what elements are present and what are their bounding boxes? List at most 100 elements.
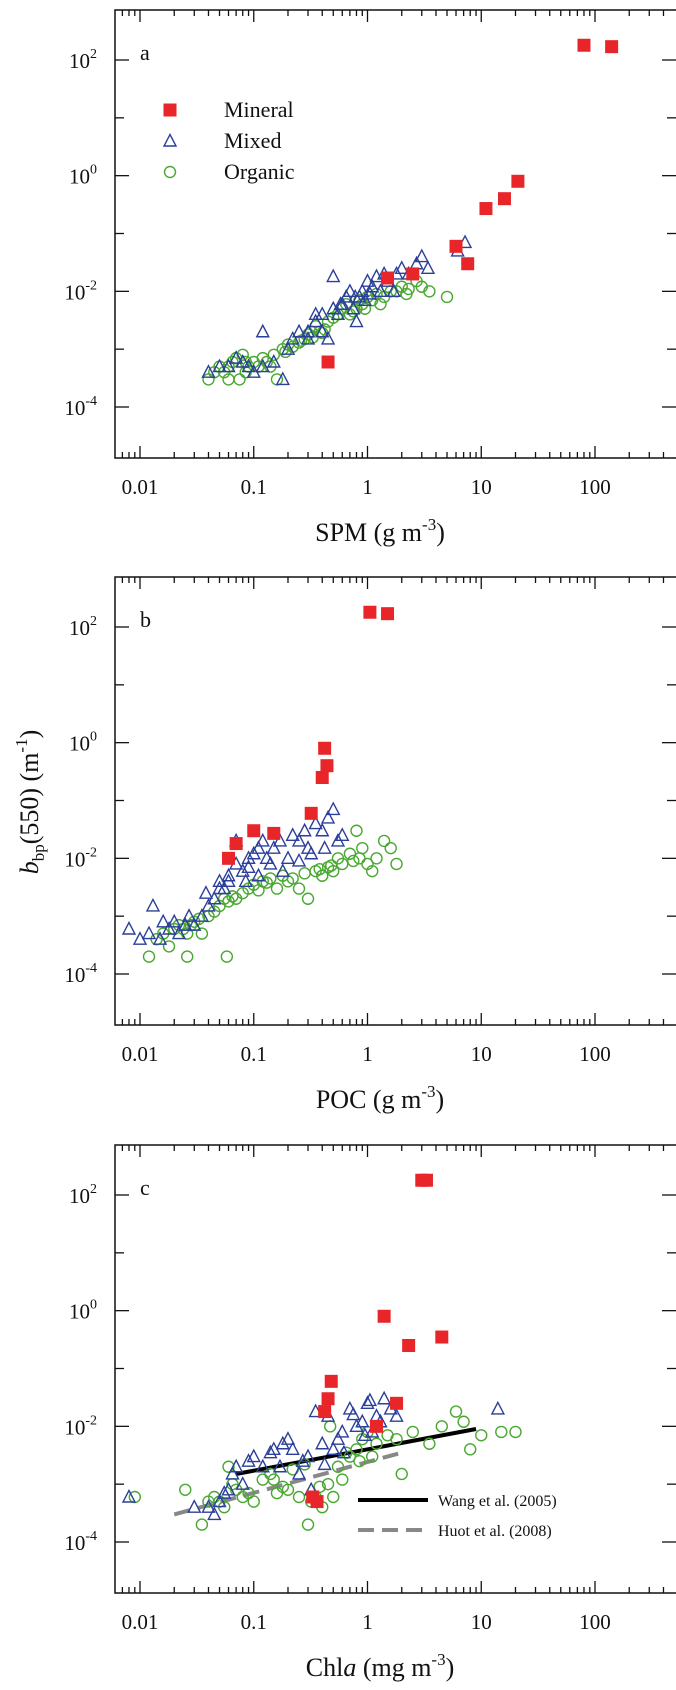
data-point-mineral <box>377 1309 391 1323</box>
data-point-mixed <box>362 285 378 300</box>
data-point-mixed <box>141 925 157 940</box>
data-point-organic <box>353 1454 366 1468</box>
legend-label: Organic <box>224 159 295 184</box>
plot-area <box>201 38 619 386</box>
data-point-mixed <box>315 1435 330 1450</box>
data-point-mixed <box>317 1456 332 1471</box>
data-point-mineral <box>511 174 525 188</box>
y-tick-base: 10 <box>64 963 85 987</box>
data-point-mixed <box>326 268 341 283</box>
data-point-mixed <box>255 358 270 373</box>
data-point-mixed <box>346 300 361 315</box>
data-point-mixed <box>349 313 364 328</box>
data-point-mixed <box>373 283 388 298</box>
data-point-mineral <box>381 607 395 621</box>
data-point-mixed <box>275 371 290 386</box>
data-point-organic <box>252 884 265 897</box>
data-point-mixed <box>297 822 312 837</box>
data-point-mixed <box>212 1493 227 1508</box>
y-tick-label: 10-2 <box>64 1413 97 1439</box>
regression-line <box>235 1427 477 1476</box>
data-point-mixed <box>207 1506 222 1521</box>
data-point-organic <box>509 1425 522 1439</box>
data-point-mineral <box>381 271 395 285</box>
data-point-organic <box>324 1420 337 1433</box>
data-point-organic <box>366 864 379 878</box>
data-point-mixed <box>145 897 161 912</box>
data-point-mixed <box>394 260 409 275</box>
y-tick-base: 10 <box>64 280 85 304</box>
data-point-mixed <box>228 350 244 364</box>
y-tick-label: 10-4 <box>64 1529 97 1555</box>
data-point-organic <box>356 841 369 855</box>
y-tick-base: 10 <box>69 1300 90 1324</box>
data-point-organic <box>229 892 243 905</box>
x-title-part: Chl <box>306 1653 344 1682</box>
x-tick-label: 0.1 <box>241 1610 267 1634</box>
data-point-mineral <box>363 605 377 619</box>
data-point-mixed <box>221 358 236 373</box>
data-point-organic <box>350 824 363 837</box>
data-point-organic <box>267 348 280 361</box>
data-point-mixed <box>320 330 336 345</box>
data-point-mixed <box>167 913 182 928</box>
data-point-organic <box>327 1490 340 1504</box>
data-point-mixed <box>212 358 227 373</box>
data-point-organic <box>286 872 299 885</box>
y-title-part: (550) (m <box>15 753 44 845</box>
x-title-close: ) <box>446 1653 455 1682</box>
data-point-organic <box>353 852 366 865</box>
legend-marker-mixed <box>162 132 178 147</box>
data-point-organic <box>384 841 397 855</box>
data-point-mixed <box>339 288 354 303</box>
data-point-organic <box>347 854 360 868</box>
data-point-mixed <box>235 863 250 877</box>
data-point-organic <box>301 892 315 905</box>
data-point-mixed <box>217 1485 232 1499</box>
y-title-superscript: -1 <box>12 738 31 752</box>
data-point-mixed <box>285 827 300 842</box>
y-tick-label: 10-2 <box>64 845 97 871</box>
data-point-mixed <box>291 832 307 847</box>
data-point-organic <box>281 1483 295 1496</box>
data-point-mixed <box>152 931 168 945</box>
legend-label: Wang et al. (2005) <box>438 1493 557 1510</box>
regression-line <box>173 1450 403 1517</box>
y-tick-exponent: 0 <box>90 1298 97 1313</box>
data-point-mixed <box>335 1423 350 1438</box>
plot-area <box>121 1173 522 1531</box>
data-point-mixed <box>360 1395 375 1410</box>
y-tick-label: 100 <box>69 730 97 756</box>
y-axis-title: bbp(550) (m-1) <box>12 730 48 875</box>
data-point-organic <box>220 950 234 963</box>
data-point-mixed <box>161 920 177 935</box>
x-tick-label: 0.01 <box>122 475 159 499</box>
data-point-mineral <box>370 1419 384 1433</box>
x-tick-label: 100 <box>579 1042 611 1066</box>
data-point-mixed <box>300 323 316 338</box>
data-point-mixed <box>225 1465 240 1480</box>
data-point-mixed <box>235 1476 250 1490</box>
data-point-mixed <box>333 296 348 310</box>
data-point-mixed <box>308 306 323 321</box>
data-point-organic <box>294 334 308 347</box>
data-point-mixed <box>156 913 171 928</box>
y-tick-base: 10 <box>69 732 90 756</box>
x-tick-label: 10 <box>471 475 492 499</box>
data-point-mixed <box>178 917 193 931</box>
x-title-superscript: -3 <box>421 1082 435 1101</box>
data-point-mineral <box>304 806 318 820</box>
y-title-b: b <box>15 861 44 874</box>
x-tick-label: 10 <box>471 1610 492 1634</box>
x-title-close: ) <box>435 1085 444 1114</box>
y-title-close: ) <box>15 730 44 739</box>
data-point-mixed <box>355 283 370 298</box>
data-point-mineral <box>479 202 493 216</box>
data-point-mineral <box>449 239 463 253</box>
data-point-organic <box>406 1425 419 1439</box>
data-point-organic <box>270 1486 284 1500</box>
x-tick-label: 0.01 <box>122 1042 159 1066</box>
data-point-organic <box>331 1460 345 1473</box>
x-tick-label: 1 <box>362 475 373 499</box>
y-tick-label: 100 <box>69 1298 97 1324</box>
